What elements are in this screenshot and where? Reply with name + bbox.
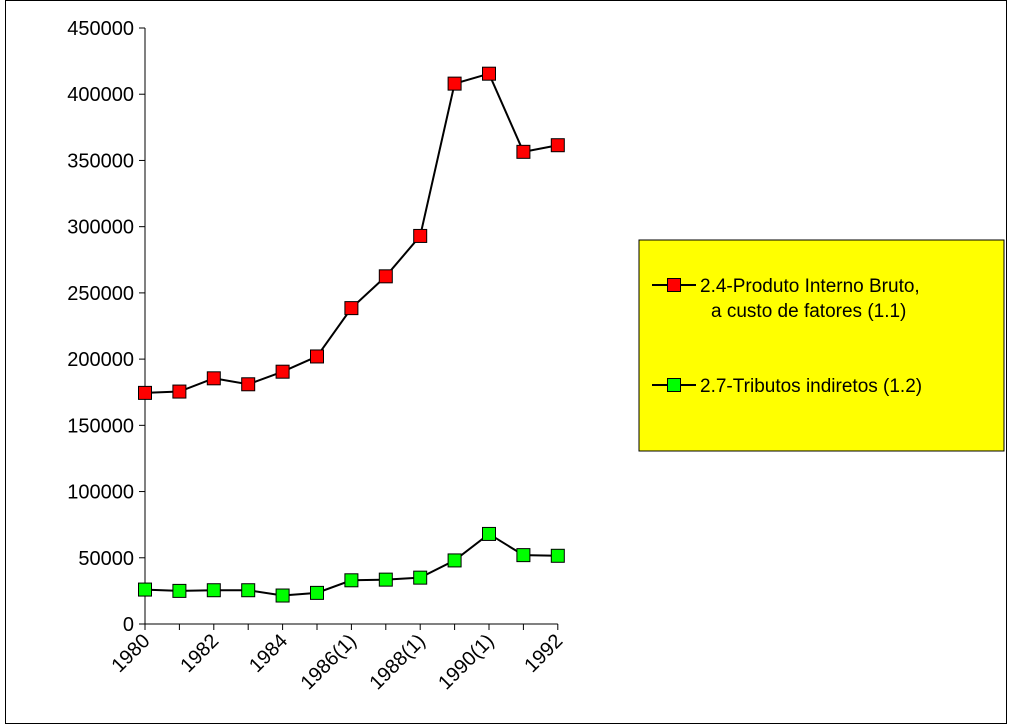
data-point: [206, 371, 221, 386]
data-point: [206, 583, 221, 598]
y-tick-label: 300000: [67, 217, 134, 239]
data-point: [310, 585, 324, 600]
legend-marker: [667, 378, 681, 392]
data-point: [413, 228, 428, 243]
y-tick-label: 100000: [67, 482, 134, 504]
data-point: [241, 583, 256, 598]
y-tick-label: 400000: [67, 84, 134, 106]
data-point: [447, 76, 462, 91]
y-tick-label: 50000: [78, 548, 134, 570]
data-point: [413, 570, 428, 585]
series-layer: [138, 66, 565, 603]
data-point: [550, 548, 565, 563]
data-point: [482, 66, 496, 81]
y-tick-label: 200000: [67, 349, 134, 371]
data-point: [172, 583, 187, 598]
series-1: [138, 66, 565, 400]
legend-box: [638, 239, 1005, 452]
data-point: [482, 526, 496, 541]
legend-label: 2.4-Produto Interno Bruto,: [700, 276, 920, 297]
data-point: [344, 301, 359, 316]
data-point: [516, 548, 531, 563]
data-point: [275, 588, 290, 603]
y-tick-label: 350000: [67, 150, 134, 172]
y-tick-label: 450000: [67, 18, 134, 40]
data-point: [138, 385, 152, 400]
data-point: [172, 384, 187, 399]
data-point: [275, 364, 290, 379]
data-point: [378, 572, 393, 587]
y-tick-label: 250000: [67, 283, 134, 305]
data-point: [344, 573, 359, 588]
y-tick-label: 0: [123, 614, 134, 636]
data-point: [138, 582, 152, 597]
legend-label: a custo de fatores (1.1): [711, 301, 906, 322]
data-point: [550, 138, 565, 153]
data-point: [310, 349, 324, 364]
y-tick-label: 150000: [67, 415, 134, 437]
data-point: [447, 553, 462, 568]
legend-label: 2.7-Tributos indiretos (1.2): [700, 376, 922, 397]
series-2: [138, 526, 565, 603]
data-point: [378, 269, 393, 284]
legend: 2.4-Produto Interno Bruto, a custo de fat…: [638, 239, 1005, 452]
data-point: [241, 377, 256, 392]
legend-marker: [667, 278, 681, 292]
data-point: [516, 144, 531, 159]
